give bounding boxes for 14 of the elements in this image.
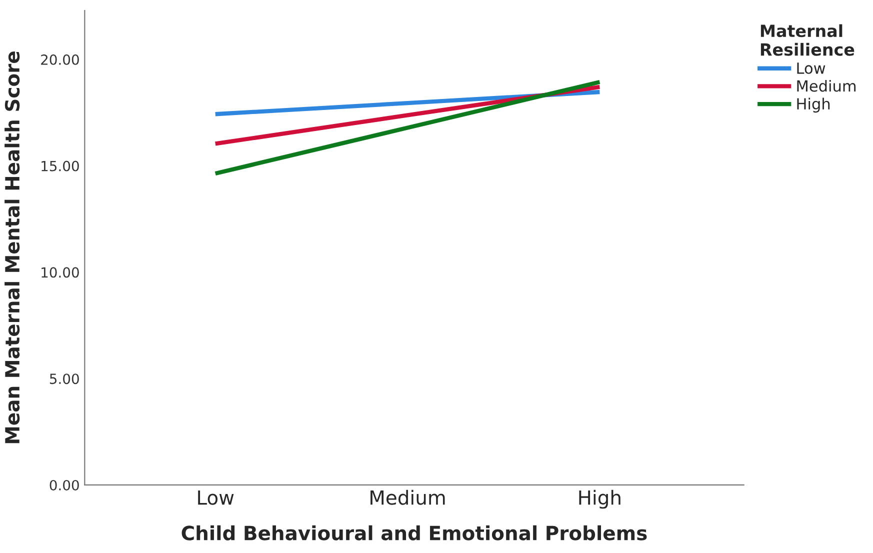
legend-label: Low xyxy=(797,62,826,74)
legend-label: High xyxy=(797,98,830,113)
x-tick-label: Medium xyxy=(370,490,445,505)
y-tick-label: 0.00 xyxy=(50,480,79,490)
y-tick-label: 10.00 xyxy=(42,267,79,278)
legend-title: Maternal Resilience xyxy=(760,24,854,56)
x-tick-label: High xyxy=(579,490,620,509)
y-axis-title: Mean Maternal Mental Health Score xyxy=(4,52,20,444)
x-axis-title: Child Behavioural and Emotional Problems xyxy=(182,525,647,540)
y-tick-label: 15.00 xyxy=(42,160,79,172)
y-tick-label: 5.00 xyxy=(50,374,79,384)
y-tick-label: 20.00 xyxy=(41,54,79,65)
x-tick-label: Low xyxy=(198,490,234,505)
legend-label: Medium xyxy=(797,80,856,92)
